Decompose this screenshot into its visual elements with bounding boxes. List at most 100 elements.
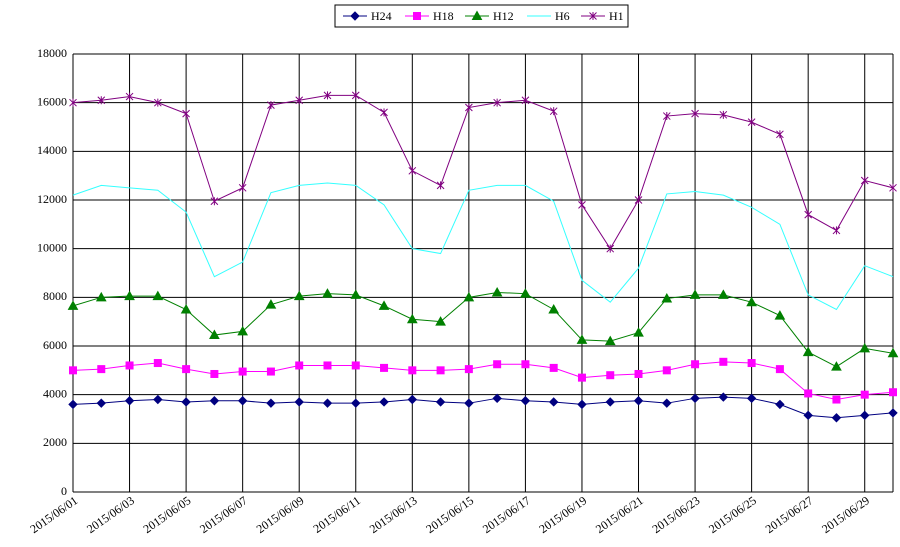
marker [775,399,785,410]
marker [776,130,784,139]
marker [520,288,531,298]
y-tick-label: 2000 [43,435,67,449]
marker [295,361,304,370]
marker [293,290,305,301]
y-tick-label: 0 [61,484,67,498]
marker [887,347,899,358]
marker [774,310,786,320]
marker [606,244,615,253]
marker [380,363,389,372]
marker [69,366,77,375]
y-tick-label: 14000 [37,143,67,157]
marker [440,253,442,255]
x-tick-label: 2015/06/03 [84,493,137,536]
marker [803,410,813,421]
marker [860,176,869,185]
marker [270,192,272,194]
x-tick-label: 2015/06/27 [763,493,816,536]
marker [182,109,190,118]
marker [468,189,470,191]
marker [378,300,390,310]
legend-label: H18 [433,9,454,23]
marker [72,194,74,196]
marker [605,397,615,407]
marker [804,210,813,219]
marker [351,91,360,100]
marker [609,301,611,303]
marker [746,296,757,307]
marker [694,190,696,192]
marker [577,373,586,382]
marker [383,204,385,206]
marker [380,108,388,117]
marker [662,366,671,375]
legend-marker [471,10,483,20]
marker [719,110,728,119]
marker [436,181,445,190]
marker [323,361,332,370]
marker [548,397,559,407]
marker [606,371,615,380]
marker [691,109,699,118]
marker [775,365,784,374]
marker [411,248,413,250]
marker [779,223,781,225]
legend-marker [538,15,540,17]
marker [322,288,333,298]
marker [242,261,244,263]
marker [69,98,77,107]
legend-label: H1 [609,9,624,23]
marker [209,329,220,340]
x-tick-label: 2015/06/15 [423,493,476,536]
marker [802,346,814,357]
marker [860,390,869,399]
marker [832,226,841,235]
marker [298,184,300,186]
marker [185,211,187,213]
marker [294,397,304,407]
marker [520,396,531,406]
marker [662,398,672,408]
marker [266,398,276,408]
marker [691,360,700,369]
marker [864,265,866,267]
marker [238,367,247,376]
marker [210,369,219,378]
marker [124,290,135,301]
marker [553,200,555,202]
marker [492,393,502,404]
marker [666,193,668,195]
marker [237,396,248,406]
marker [718,392,729,402]
marker [436,366,445,375]
series-line [72,361,894,401]
x-tick-label: 2015/06/07 [197,493,250,536]
y-tick-label: 12000 [37,192,67,206]
marker [859,342,871,353]
marker [210,197,219,206]
y-tick-label: 8000 [43,289,67,303]
y-tick-label: 6000 [43,338,67,352]
marker [182,365,191,374]
x-tick-label: 2015/06/09 [254,493,307,536]
marker [350,289,362,299]
x-tick-label: 2015/06/29 [819,493,872,536]
legend-label: H6 [555,9,570,23]
marker [153,394,163,405]
marker [747,359,756,368]
marker [491,286,503,297]
series-line [72,94,894,250]
series-line [72,182,894,311]
x-tick-label: 2015/06/19 [536,493,589,536]
marker [576,334,588,344]
marker [690,393,700,404]
marker [266,367,275,376]
marker [578,200,586,209]
legend-marker [413,12,421,20]
marker [97,365,106,374]
x-tick-label: 2015/06/05 [141,493,194,536]
marker [521,360,530,369]
marker [295,96,304,105]
marker [496,184,498,186]
